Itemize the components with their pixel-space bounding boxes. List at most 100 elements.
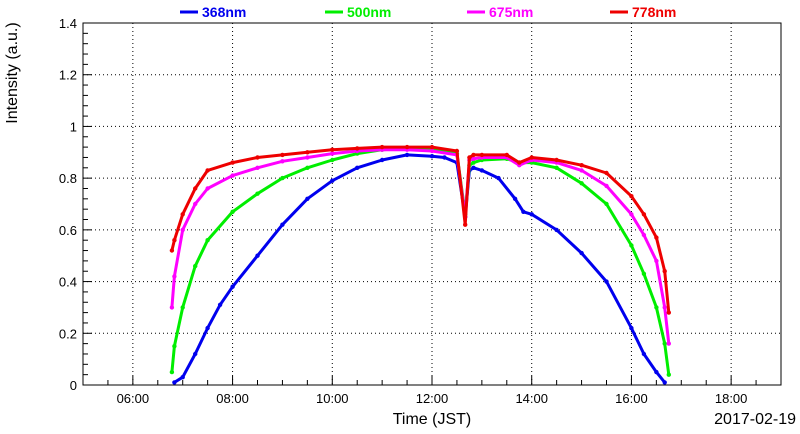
data-point [305,165,310,170]
data-point [172,380,177,385]
y-axis-title: Intensity (a.u.) [4,22,21,123]
data-point [463,222,468,227]
data-point [641,212,647,217]
data-point [205,325,210,331]
data-point [662,380,667,385]
x-tick-label: 06:00 [117,391,150,406]
data-point [662,305,667,310]
y-tick-label: 1.4 [59,16,77,31]
series-778nm [169,144,671,315]
x-tick-label: 18:00 [715,391,748,406]
data-point [666,341,671,346]
data-point [305,155,310,160]
data-point [579,181,584,186]
data-point [404,152,410,158]
data-point [579,250,584,256]
data-point [230,284,235,289]
data-point [429,154,435,159]
data-point [429,148,435,154]
data-point [255,165,260,170]
data-point [579,163,584,168]
y-tick-label: 0 [70,378,77,393]
data-point [330,151,335,156]
data-point [379,144,385,150]
data-point [666,372,671,377]
y-tick-label: 0.6 [59,223,77,238]
data-point [479,168,485,173]
data-point [604,183,609,189]
legend-item: 675nm [467,4,533,20]
data-point [280,175,285,181]
data-point [629,212,634,217]
data-point [180,305,185,310]
data-point [467,155,472,160]
data-point [604,170,609,176]
data-point [230,209,235,214]
y-tick-label: 0.8 [59,171,77,186]
data-point [629,194,634,199]
data-point [554,165,559,170]
data-point [355,146,360,151]
data-point [471,156,476,161]
data-point [604,201,609,207]
legend-label: 500nm [347,4,391,20]
series-line [172,153,667,384]
data-point [641,232,647,238]
data-point [529,155,534,160]
series-line [170,146,671,377]
data-point [529,212,534,217]
data-point [666,310,671,315]
data-point [255,155,260,160]
data-point [654,258,659,264]
data-point [629,243,634,248]
x-tick-label: 08:00 [216,391,249,406]
data-point [404,144,410,150]
data-point [330,157,335,163]
data-point [172,344,177,349]
legend-item: 500nm [325,4,391,20]
data-point [169,369,175,375]
series-368nm [172,152,667,385]
data-point [193,263,198,269]
x-tick-label: 12:00 [416,391,449,406]
legend-label: 368nm [202,4,246,20]
data-point [454,148,460,154]
data-point [471,160,476,165]
y-tick-label: 1 [70,119,77,134]
y-tick-label: 0.4 [59,275,77,290]
legend-item: 778nm [610,4,676,20]
data-point [205,238,210,243]
data-point [330,178,335,183]
data-point [496,175,501,181]
data-point [305,196,310,201]
data-point [205,168,210,173]
data-point [554,157,559,163]
data-point [280,152,285,158]
x-tick-label: 16:00 [615,391,648,406]
data-point [662,341,667,346]
data-point [629,325,634,331]
data-point [654,235,659,240]
data-point [230,173,235,178]
series-layer [169,144,671,385]
data-point [172,274,177,279]
data-point [504,152,509,158]
data-point [379,157,385,163]
grid [83,23,781,385]
data-point [442,155,447,160]
data-point [180,212,185,217]
data-point [512,196,518,201]
data-point [355,165,360,170]
data-point [305,150,310,155]
data-point [180,375,185,380]
y-tick-label: 0.2 [59,326,77,341]
legend-label: 675nm [489,4,533,20]
data-point [330,147,335,152]
date-label: 2017-02-19 [714,411,796,428]
series-line [170,145,671,315]
data-point [604,279,609,284]
data-point [429,144,435,150]
y-tick-label: 1.2 [59,68,77,83]
data-point [479,152,485,158]
